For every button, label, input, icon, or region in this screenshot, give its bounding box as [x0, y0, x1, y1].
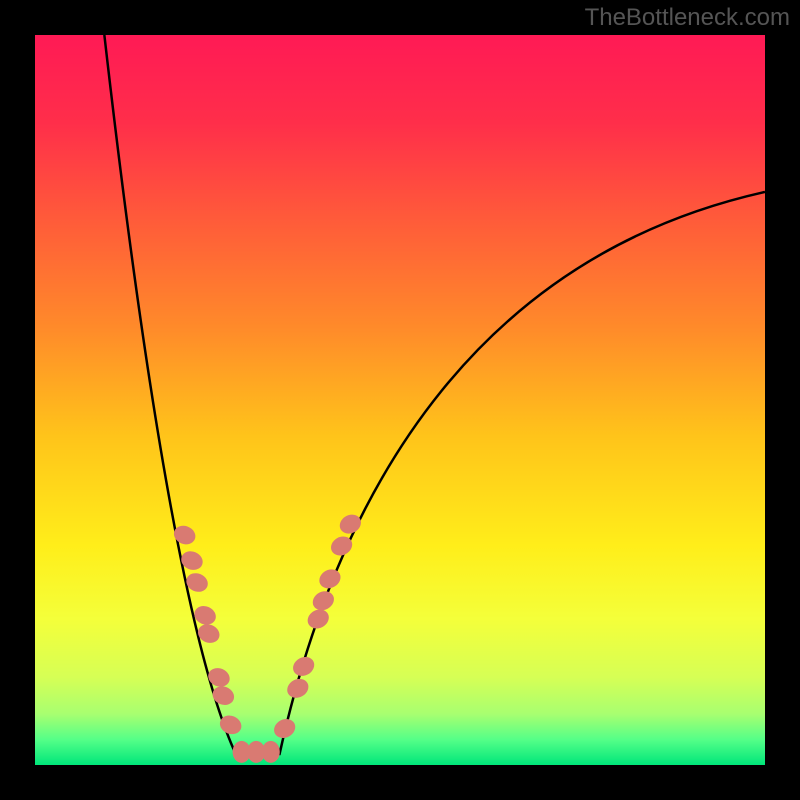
watermark-label: TheBottleneck.com [585, 4, 790, 32]
data-marker [262, 741, 280, 763]
bottleneck-chart: TheBottleneck.com [0, 0, 800, 800]
plot-background [35, 35, 765, 765]
chart-svg [0, 0, 800, 800]
